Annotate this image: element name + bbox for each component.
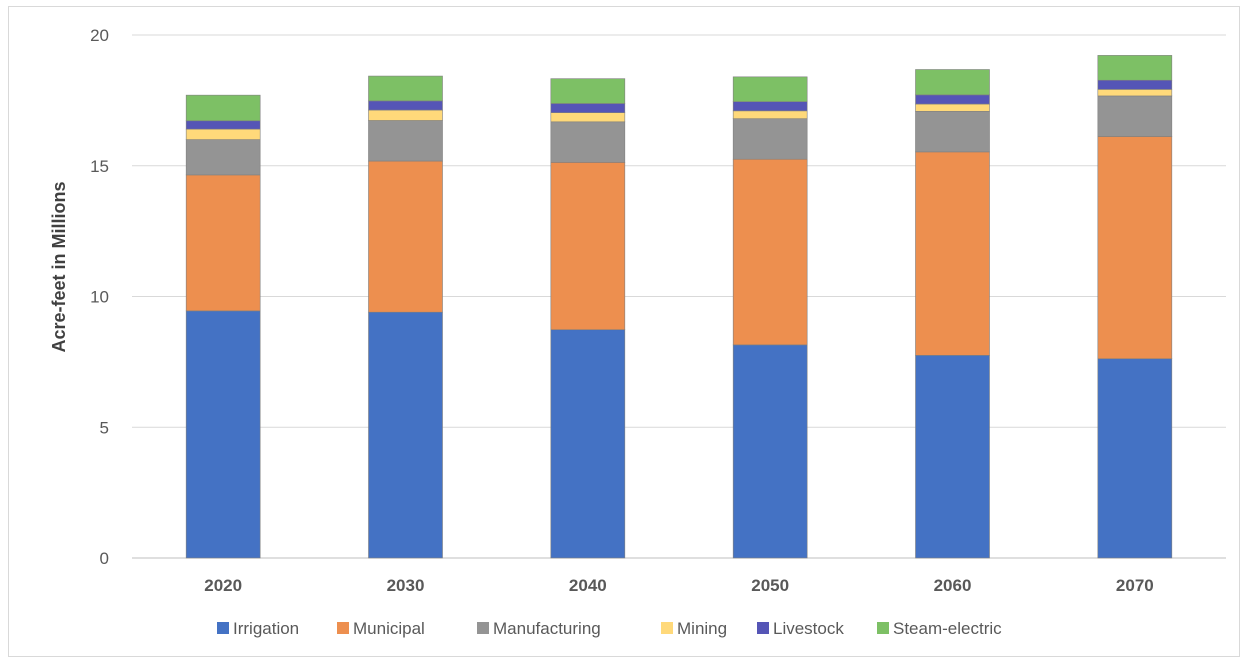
legend-swatch bbox=[217, 622, 229, 634]
bar-segment-manufacturing-2040 bbox=[550, 121, 626, 163]
bar-segment-municipal-2020 bbox=[185, 174, 261, 312]
legend-label: Manufacturing bbox=[493, 619, 601, 638]
x-tick-label: 2060 bbox=[934, 576, 972, 595]
y-axis-ticks: 0 5 10 15 20 bbox=[90, 26, 109, 568]
bar-segment-livestock-2060 bbox=[915, 94, 990, 105]
bar-segment-manufacturing-2050 bbox=[732, 118, 808, 160]
legend-swatch bbox=[337, 622, 349, 634]
bar-segment-mining-2040 bbox=[550, 112, 626, 123]
legend: Irrigation Municipal Manufacturing Mining Li… bbox=[217, 619, 1002, 638]
legend-label: Irrigation bbox=[233, 619, 299, 638]
x-tick-label: 2050 bbox=[751, 576, 789, 595]
x-tick-label: 2070 bbox=[1116, 576, 1154, 595]
bar-segment-steam-electric-2050 bbox=[732, 76, 808, 102]
bar-segment-mining-2030 bbox=[368, 109, 443, 121]
bar-segment-irrigation-2040 bbox=[550, 329, 626, 559]
legend-label: Mining bbox=[677, 619, 727, 638]
legend-swatch bbox=[477, 622, 489, 634]
bar-segment-manufacturing-2070 bbox=[1097, 95, 1173, 137]
bar-segment-municipal-2050 bbox=[732, 158, 808, 346]
chart-frame: 0 5 10 15 20 2020 2030 2040 2050 2060 2070 Acre-f… bbox=[8, 6, 1240, 657]
bar-segment-livestock-2020 bbox=[185, 120, 261, 130]
y-tick-label: 5 bbox=[100, 418, 109, 437]
gridlines bbox=[132, 34, 1226, 559]
x-axis-ticks: 2020 2030 2040 2050 2060 2070 bbox=[204, 576, 1153, 595]
y-tick-label: 15 bbox=[90, 157, 109, 176]
legend-label: Municipal bbox=[353, 619, 425, 638]
bar-segment-steam-electric-2040 bbox=[550, 78, 626, 104]
bar-segment-irrigation-2070 bbox=[1097, 358, 1173, 559]
y-tick-label: 0 bbox=[100, 549, 109, 568]
x-tick-label: 2020 bbox=[204, 576, 242, 595]
bar-segment-livestock-2050 bbox=[732, 101, 808, 112]
x-tick-label: 2030 bbox=[387, 576, 425, 595]
bar-segment-mining-2070 bbox=[1097, 89, 1173, 97]
x-tick-label: 2040 bbox=[569, 576, 607, 595]
bar-segment-municipal-2070 bbox=[1097, 136, 1173, 360]
bar-segment-livestock-2070 bbox=[1097, 79, 1173, 90]
bar-segment-municipal-2030 bbox=[368, 160, 443, 313]
y-axis-label: Acre-feet in Millions bbox=[49, 181, 69, 352]
bar-segment-steam-electric-2030 bbox=[368, 75, 443, 102]
bar-segment-steam-electric-2070 bbox=[1097, 55, 1173, 81]
bar-segment-steam-electric-2060 bbox=[915, 69, 990, 96]
bar-segment-manufacturing-2020 bbox=[185, 139, 261, 176]
bar-segment-mining-2050 bbox=[732, 110, 808, 119]
bar-segment-irrigation-2020 bbox=[185, 310, 261, 559]
legend-label: Steam-electric bbox=[893, 619, 1002, 638]
bar-segment-manufacturing-2030 bbox=[368, 120, 443, 162]
bar-segment-livestock-2040 bbox=[550, 103, 626, 113]
legend-swatch bbox=[757, 622, 769, 634]
bar-segment-mining-2020 bbox=[185, 128, 261, 140]
bar-segment-steam-electric-2020 bbox=[185, 94, 261, 122]
y-tick-label: 10 bbox=[90, 288, 109, 307]
bar-segment-municipal-2040 bbox=[550, 162, 626, 331]
bar-segment-livestock-2030 bbox=[368, 100, 443, 111]
bar-segment-mining-2060 bbox=[915, 103, 990, 112]
y-tick-label: 20 bbox=[90, 26, 109, 45]
bar-segment-municipal-2060 bbox=[915, 151, 990, 356]
bars bbox=[185, 55, 1173, 559]
bar-segment-manufacturing-2060 bbox=[915, 111, 990, 153]
legend-label: Livestock bbox=[773, 619, 844, 638]
bar-segment-irrigation-2030 bbox=[368, 311, 443, 559]
bar-segment-irrigation-2050 bbox=[732, 344, 808, 559]
legend-swatch bbox=[877, 622, 889, 634]
bar-segment-irrigation-2060 bbox=[915, 355, 990, 559]
legend-swatch bbox=[661, 622, 673, 634]
stacked-bar-chart: 0 5 10 15 20 2020 2030 2040 2050 2060 2070 Acre-f… bbox=[49, 26, 1226, 638]
